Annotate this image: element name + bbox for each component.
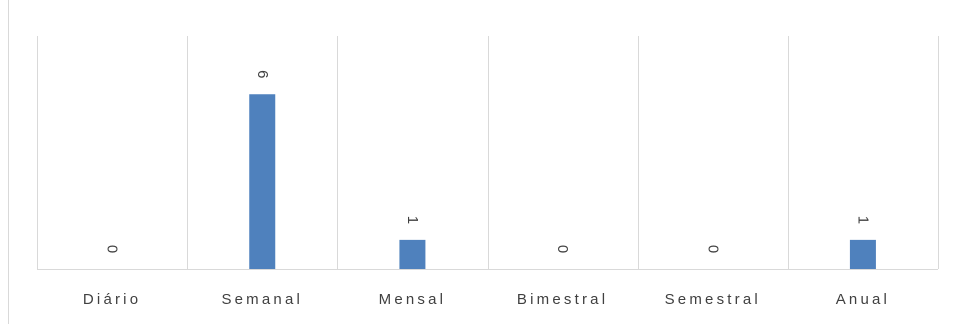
tick-label-semestral: Semestral <box>665 291 761 308</box>
data-label-bimestral: 0 <box>554 245 571 253</box>
tick-label-bimestral: Bimestral <box>517 291 608 308</box>
data-labels: 0 6 1 0 0 1 <box>104 70 872 253</box>
data-label-diário: 0 <box>104 245 121 253</box>
tick-label-diário: Diário <box>83 291 141 308</box>
data-label-anual: 1 <box>854 216 871 224</box>
x-tick-labels: Diário Semanal Mensal Bimestral Semestral Anu… <box>83 291 890 308</box>
tick-label-semanal: Semanal <box>221 291 303 308</box>
data-label-semestral: 0 <box>704 245 721 253</box>
tick-label-mensal: Mensal <box>379 291 447 308</box>
bar-anual <box>849 239 876 269</box>
data-label-semanal: 6 <box>254 70 271 78</box>
bar-semanal <box>249 94 276 269</box>
data-label-mensal: 1 <box>404 216 421 224</box>
bar-mensal <box>399 239 426 269</box>
gridlines <box>37 36 939 269</box>
tick-label-anual: Anual <box>836 291 890 308</box>
bars <box>249 94 876 269</box>
